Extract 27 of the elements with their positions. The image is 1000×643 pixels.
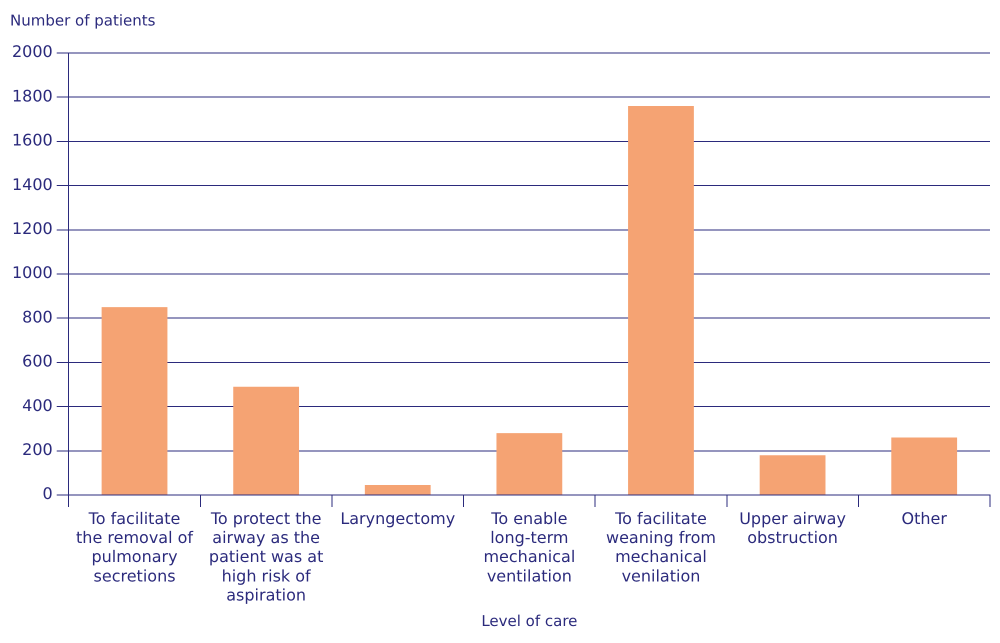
y-tick-label: 600 (22, 352, 53, 371)
bar (233, 386, 300, 494)
y-tick-label: 2000 (12, 42, 53, 62)
y-tick-label: 1200 (12, 218, 53, 238)
y-tick-label: 1400 (12, 174, 53, 194)
x-tick-label: Laryngectomy (340, 508, 456, 528)
y-tick-label: 1000 (12, 263, 53, 282)
bar (496, 433, 562, 494)
x-tick-label: To facilitate weaning from mechanical venilation (606, 508, 716, 586)
y-tick-label: 800 (22, 307, 53, 326)
y-tick-label: 200 (22, 440, 53, 459)
x-tick-label: To protect the airway as the patient was at high risk of aspiration (208, 508, 324, 605)
bar (760, 455, 826, 494)
bar (364, 485, 431, 494)
bar (891, 438, 958, 494)
y-tick-label: 400 (22, 396, 53, 415)
y-tick-label: 0 (42, 484, 53, 504)
x-tick-label: Upper airway obstruction (739, 508, 846, 547)
y-tick-label: 1800 (12, 86, 53, 106)
bar (628, 106, 694, 494)
x-tick-label: To enable long-term mechanical ventilation (483, 508, 576, 586)
x-tick-label: To facilitate the removal of pulmonary secretions (76, 508, 194, 586)
y-axis-title: Number of patients (10, 11, 156, 30)
x-axis-title: Level of care (481, 612, 578, 630)
x-tick-label: Other (901, 508, 948, 528)
bar (102, 307, 168, 494)
y-tick-label: 1600 (12, 130, 53, 150)
